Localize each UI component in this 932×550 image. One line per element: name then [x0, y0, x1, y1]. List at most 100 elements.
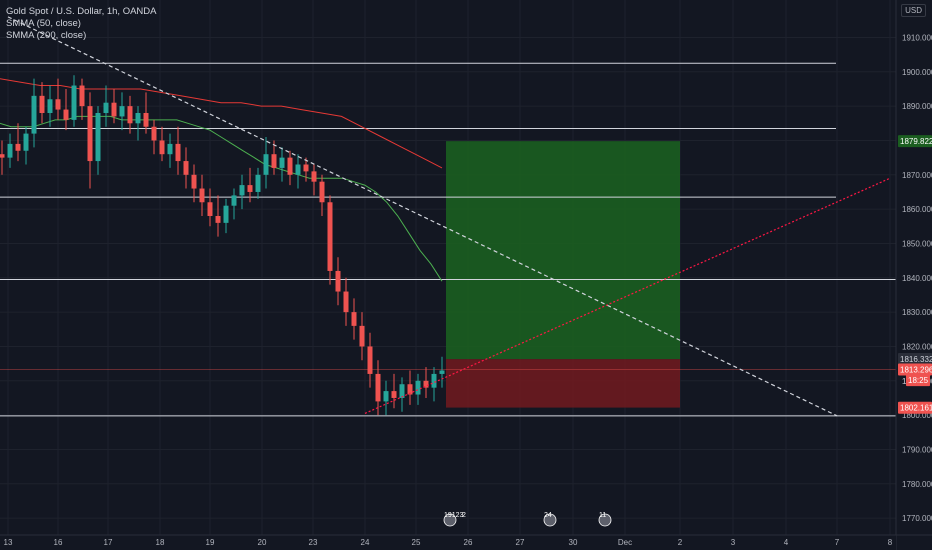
candle[interactable] — [151, 119, 157, 155]
candle[interactable] — [271, 140, 277, 175]
candle[interactable] — [167, 133, 173, 168]
candle[interactable] — [23, 126, 29, 165]
candle[interactable] — [111, 88, 117, 124]
candle[interactable] — [47, 85, 53, 127]
price-tick: 1800.000 — [902, 411, 932, 420]
candle[interactable] — [199, 174, 205, 216]
candle[interactable] — [39, 82, 45, 124]
event-label: 24 — [544, 512, 552, 519]
profit-zone[interactable] — [446, 141, 680, 360]
candle[interactable] — [183, 147, 189, 189]
loss-zone[interactable] — [446, 359, 680, 408]
price-tick: 1840.000 — [902, 274, 932, 283]
event-label: 11 — [599, 512, 606, 519]
price-tick: 1820.000 — [902, 342, 932, 351]
candle[interactable] — [399, 377, 405, 412]
price-tick: 1830.000 — [902, 308, 932, 317]
candle[interactable] — [15, 123, 21, 162]
candle[interactable] — [279, 147, 285, 182]
candle[interactable] — [295, 154, 301, 189]
candle[interactable] — [311, 164, 317, 196]
time-tick: 26 — [464, 538, 473, 547]
candle[interactable] — [95, 106, 101, 175]
candle[interactable] — [391, 373, 397, 409]
candle[interactable] — [423, 367, 429, 398]
candle[interactable] — [135, 106, 141, 141]
candle[interactable] — [231, 188, 237, 220]
candle[interactable] — [383, 380, 389, 416]
candle[interactable] — [63, 88, 69, 131]
candle[interactable] — [415, 373, 421, 405]
symbol-title[interactable]: Gold Spot / U.S. Dollar, 1h, OANDA — [6, 6, 157, 17]
time-tick: 20 — [258, 538, 267, 547]
time-tick: 24 — [361, 538, 370, 547]
candle[interactable] — [439, 356, 445, 388]
candle[interactable] — [303, 157, 309, 182]
candle[interactable] — [263, 137, 269, 189]
currency-label[interactable]: USD — [901, 4, 926, 17]
candle[interactable] — [207, 188, 213, 227]
time-tick: 27 — [516, 538, 525, 547]
price-tick: 1790.000 — [902, 445, 932, 454]
candle[interactable] — [71, 75, 77, 127]
candle[interactable] — [119, 92, 125, 131]
candle[interactable] — [31, 78, 37, 148]
candle[interactable] — [319, 174, 325, 216]
time-tick: 30 — [569, 538, 578, 547]
price-tag[interactable]: 1802.161 — [898, 401, 932, 414]
ma50-label[interactable]: SMMA (50, close) — [6, 18, 81, 29]
candle[interactable] — [287, 150, 293, 186]
candle[interactable] — [223, 198, 229, 234]
price-tick: 1900.000 — [902, 68, 932, 77]
candle[interactable] — [255, 167, 261, 199]
candle[interactable] — [87, 92, 93, 189]
time-tick: 3 — [731, 538, 736, 547]
candle[interactable] — [359, 312, 365, 361]
white-trend-line[interactable] — [7, 16, 838, 417]
candle[interactable] — [55, 78, 61, 120]
ma200-label[interactable]: SMMA (200, close) — [6, 30, 87, 41]
svg-text:1802.161: 1802.161 — [900, 404, 932, 413]
price-tick: 1860.000 — [902, 205, 932, 214]
price-tag[interactable]: 1816.332 — [898, 353, 932, 366]
candle[interactable] — [215, 195, 221, 237]
candle[interactable] — [79, 78, 85, 120]
svg-text:1813.296: 1813.296 — [900, 365, 932, 374]
candle[interactable] — [159, 126, 165, 162]
price-tag[interactable]: 1879.822 — [898, 135, 932, 148]
candle[interactable] — [407, 370, 413, 405]
time-tick: 18 — [156, 538, 165, 547]
candle[interactable] — [127, 95, 133, 134]
event-marker[interactable]: 11 — [598, 512, 612, 527]
price-tag[interactable]: 18:25 — [906, 374, 930, 387]
candle[interactable] — [343, 277, 349, 326]
time-tick: 16 — [54, 538, 63, 547]
candle[interactable] — [239, 174, 245, 210]
candle[interactable] — [351, 298, 357, 340]
price-tick: 1770.000 — [902, 514, 932, 523]
candle[interactable] — [7, 133, 13, 168]
event-label: 2 — [462, 512, 466, 519]
candle[interactable] — [367, 332, 373, 388]
time-axis[interactable] — [0, 535, 896, 550]
candle[interactable] — [327, 195, 333, 285]
price-tag[interactable]: 1813.296 — [898, 363, 932, 376]
candle[interactable] — [0, 140, 5, 175]
candle[interactable] — [175, 126, 181, 175]
price-tick: 1910.000 — [902, 33, 932, 42]
time-tick: 23 — [309, 538, 318, 547]
time-tick: 13 — [4, 538, 13, 547]
candle[interactable] — [103, 85, 109, 127]
candle[interactable] — [375, 360, 381, 416]
candle[interactable] — [247, 167, 253, 203]
candle[interactable] — [143, 92, 149, 134]
time-tick: 17 — [104, 538, 113, 547]
candle[interactable] — [431, 367, 437, 402]
time-tick: 8 — [888, 538, 893, 547]
event-marker[interactable]: 24 — [543, 512, 557, 527]
candle[interactable] — [191, 164, 197, 203]
price-axis[interactable] — [896, 0, 932, 550]
candle[interactable] — [335, 257, 341, 306]
